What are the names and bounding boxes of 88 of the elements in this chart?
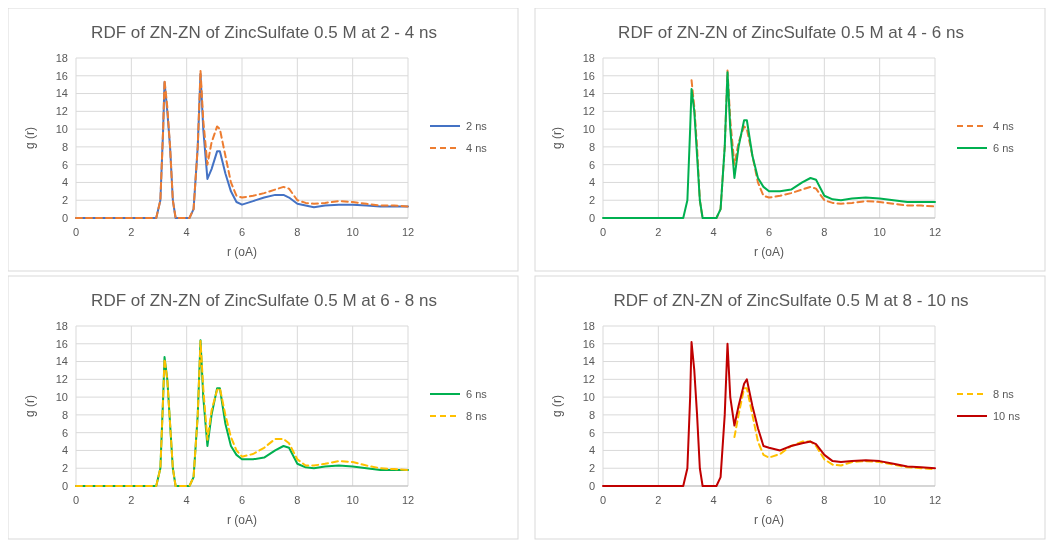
y-tick-label: 4: [588, 444, 595, 457]
y-tick-label: 6: [588, 158, 595, 171]
y-tick-label: 10: [55, 390, 68, 403]
y-tick-label: 10: [55, 122, 68, 135]
x-tick-label: 4: [183, 226, 190, 238]
x-tick-label: 4: [710, 226, 717, 238]
x-tick-label: 10: [346, 226, 359, 238]
chart-title: RDF of ZN-ZN of ZincSulfate 0.5 M at 8 - 10 ns: [613, 291, 969, 310]
y-tick-label: 4: [588, 176, 595, 189]
x-tick-label: 0: [72, 494, 80, 506]
legend-label: 2 ns: [466, 119, 488, 132]
y-tick-label: 12: [582, 373, 595, 386]
y-tick-label: 16: [582, 69, 595, 82]
y-tick-label: 8: [61, 408, 68, 421]
x-axis-title: r (oA): [754, 513, 784, 527]
x-tick-label: 2: [655, 494, 662, 506]
y-tick-label: 16: [55, 69, 68, 82]
y-tick-label: 16: [582, 337, 595, 350]
y-tick-label: 0: [588, 211, 595, 224]
x-tick-label: 6: [765, 494, 773, 506]
y-axis-title: g (r): [23, 395, 37, 417]
y-tick-label: 4: [61, 176, 68, 189]
y-tick-label: 14: [55, 355, 68, 368]
legend-label: 6 ns: [993, 141, 1015, 154]
x-tick-label: 4: [183, 494, 190, 506]
x-axis-title: r (oA): [227, 245, 257, 259]
chart-title: RDF of ZN-ZN of ZincSulfate 0.5 M at 6 - 8 ns: [91, 291, 437, 310]
x-tick-label: 4: [710, 494, 717, 506]
y-tick-label: 2: [588, 194, 595, 207]
y-tick-label: 8: [61, 140, 68, 153]
legend-label: 4 ns: [993, 119, 1015, 132]
y-tick-label: 6: [588, 426, 595, 439]
y-axis-title: g (r): [550, 127, 564, 149]
legend-label: 4 ns: [466, 141, 488, 154]
x-tick-label: 8: [294, 494, 301, 506]
x-tick-label: 12: [928, 494, 942, 506]
y-tick-label: 0: [588, 479, 595, 492]
legend-label: 6 ns: [466, 387, 488, 400]
y-tick-label: 2: [61, 194, 68, 207]
x-tick-label: 8: [821, 226, 828, 238]
y-tick-label: 18: [55, 51, 68, 64]
y-tick-label: 16: [55, 337, 68, 350]
x-tick-label: 10: [873, 494, 886, 506]
x-tick-label: 6: [765, 226, 773, 238]
chart-title: RDF of ZN-ZN of ZincSulfate 0.5 M at 2 - 4 ns: [91, 23, 437, 42]
x-tick-label: 8: [294, 226, 301, 238]
x-tick-label: 10: [873, 226, 886, 238]
x-tick-label: 2: [655, 226, 662, 238]
x-tick-label: 6: [238, 494, 246, 506]
x-tick-label: 12: [401, 494, 415, 506]
x-tick-label: 12: [928, 226, 942, 238]
y-tick-label: 18: [55, 319, 68, 332]
x-tick-label: 0: [72, 226, 80, 238]
legend-label: 8 ns: [466, 409, 488, 422]
y-tick-label: 6: [61, 158, 68, 171]
y-tick-label: 0: [61, 211, 68, 224]
y-tick-label: 18: [582, 319, 595, 332]
y-tick-label: 14: [582, 355, 595, 368]
y-tick-label: 8: [588, 140, 595, 153]
x-tick-label: 8: [821, 494, 828, 506]
chart-title: RDF of ZN-ZN of ZincSulfate 0.5 M at 4 - 6 ns: [618, 23, 964, 42]
x-tick-label: 0: [599, 226, 607, 238]
y-axis-title: g (r): [23, 127, 37, 149]
y-tick-label: 14: [55, 87, 68, 100]
y-tick-label: 2: [61, 462, 68, 475]
x-axis-title: r (oA): [227, 513, 257, 527]
y-tick-label: 12: [55, 373, 68, 386]
legend-label: 8 ns: [993, 387, 1015, 400]
y-tick-label: 18: [582, 51, 595, 64]
y-tick-label: 2: [588, 462, 595, 475]
x-tick-label: 12: [401, 226, 415, 238]
legend-label: 10 ns: [993, 409, 1021, 422]
x-tick-label: 10: [346, 494, 359, 506]
y-tick-label: 8: [588, 408, 595, 421]
y-axis-title: g (r): [550, 395, 564, 417]
x-tick-label: 2: [128, 494, 135, 506]
y-tick-label: 4: [61, 444, 68, 457]
y-tick-label: 10: [582, 390, 595, 403]
x-tick-label: 2: [128, 226, 135, 238]
y-tick-label: 12: [55, 105, 68, 118]
y-tick-label: 10: [582, 122, 595, 135]
x-axis-title: r (oA): [754, 245, 784, 259]
y-tick-label: 0: [61, 479, 68, 492]
y-tick-label: 14: [582, 87, 595, 100]
x-tick-label: 6: [238, 226, 246, 238]
y-tick-label: 12: [582, 105, 595, 118]
y-tick-label: 6: [61, 426, 68, 439]
x-tick-label: 0: [599, 494, 607, 506]
